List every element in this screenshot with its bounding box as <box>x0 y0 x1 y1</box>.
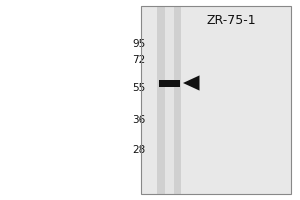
Bar <box>141 6 291 194</box>
Bar <box>165 6 174 194</box>
Polygon shape <box>183 75 200 91</box>
Text: 28: 28 <box>132 145 146 155</box>
Text: 36: 36 <box>132 115 146 125</box>
Bar <box>159 79 180 86</box>
Text: 72: 72 <box>132 55 146 65</box>
Bar <box>141 6 291 194</box>
Text: 95: 95 <box>132 39 146 49</box>
Bar <box>158 6 182 194</box>
Text: 55: 55 <box>132 83 146 93</box>
Text: ZR-75-1: ZR-75-1 <box>206 14 256 27</box>
